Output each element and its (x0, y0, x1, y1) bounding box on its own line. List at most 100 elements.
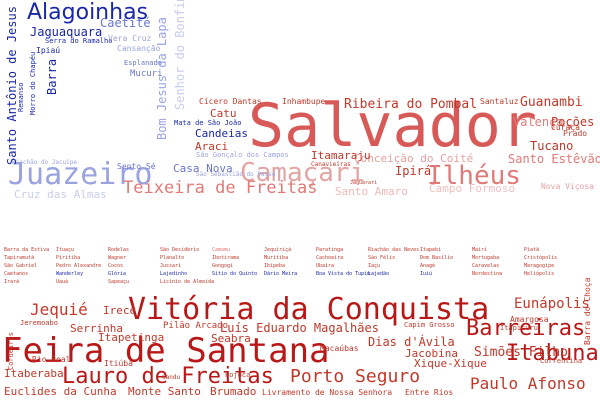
word-mucuri: Mucuri (130, 69, 163, 79)
word-ubaira: Ubaíra (316, 263, 335, 269)
word-nordestina: Nordestina (472, 271, 503, 277)
word-senhor-do-bonfim: Senhor do Bonfim (173, 0, 187, 110)
word-barreiras: Barreiras (466, 316, 586, 341)
word-guanambi: Guanambi (520, 95, 583, 110)
word-santo-amaro: Santo Amaro (335, 185, 408, 198)
word-feira-de-santana: Feira de Santana (2, 331, 330, 371)
word-barra: Barra (45, 58, 59, 95)
word-caetanos: Caetanos (4, 271, 29, 277)
word-xique-xique: Xique-Xique (414, 357, 487, 370)
word-livramento-de-nossa-senhora: Livramento de Nossa Senhora (262, 388, 393, 397)
word-rio-real: Rio Real (32, 355, 71, 364)
word-licinio-de-almeida: Licínio de Almeida (160, 279, 215, 285)
word-pilao-arcado: Pilão Arcado (163, 321, 229, 331)
word-pedro-alexandre: Pedro Alexandre (56, 263, 102, 269)
word-lajedao: Lajedão (368, 271, 390, 277)
word-dias-d-avila: Dias d'Ávila (368, 335, 455, 349)
word-catu: Catu (210, 107, 237, 120)
word-piritiba: Piritiba (56, 255, 81, 261)
word-macaubas: Macaúbas (320, 344, 359, 353)
word-gandu: Gandu (162, 374, 181, 381)
word-itapetinga: Itapetinga (98, 331, 165, 344)
word-sao-gabriel: São Gabriel (4, 263, 38, 269)
word-piata: Piatã (524, 247, 540, 253)
word-wanderley: Wanderley (56, 271, 84, 277)
word-prado: Prado (563, 129, 588, 138)
word-correntina: Correntina (540, 357, 583, 365)
word-boa-vista-do-tupim: Boa Vista do Tupim (316, 271, 371, 277)
word-planalto: Planalto (160, 255, 185, 261)
word-heliopolis: Heliópolis (524, 271, 555, 277)
word-euclides-da-cunha: Euclides da Cunha (4, 385, 117, 398)
word-jussari: Jussari (160, 263, 182, 269)
word-campo-formoso: Campo Formoso (429, 182, 516, 195)
word-rodelas: Rodelas (108, 247, 130, 253)
word-canavieiras: Canavieiras (311, 161, 351, 168)
word-dom-basilio: Dom Basílio (420, 255, 454, 261)
word-riachao-do-jacuipe: Riachão do Jacuípe (12, 159, 78, 166)
word-remanso: Remanso (17, 82, 25, 112)
word-mairi: Mairi (472, 247, 488, 253)
word-santaluz: Santaluz (480, 97, 519, 106)
word-eunapolis: Eunápolis (514, 296, 590, 312)
word-sento-se: Sento Sé (117, 162, 156, 171)
word-alagoinhas: Alagoinhas (27, 0, 149, 25)
word-teixeira-de-freitas: Teixeira de Freitas (123, 178, 318, 198)
word-jeremoabo: Jeremoabo (20, 319, 58, 327)
word-monte-santo: Monte Santo (128, 385, 201, 398)
word-gongogi: Gongogi (212, 263, 234, 269)
word-gloria: Glória (108, 271, 127, 277)
word-sitio-do-quinto: Sítio do Quinto (212, 271, 258, 277)
word-esplanada: Esplanada (124, 59, 162, 67)
word-pojuca: Pojuca (225, 371, 251, 379)
word-irece: Irecê (103, 304, 137, 317)
word-inhambupe: Inhambupe (282, 97, 326, 106)
word-tapiramuta: Tapiramutá (4, 255, 35, 261)
word-capim-grosso: Capim Grosso (404, 321, 455, 329)
word-brumado: Brumado (210, 385, 257, 398)
word-camamu: Camamu (212, 247, 231, 253)
word-irara: Irará (4, 279, 20, 285)
word-vitoria-da-conquista: Vitória da Conquista (128, 292, 490, 327)
word-sao-sebastiao-do-passe: São Sebastião do Passé (196, 171, 276, 178)
word-ribeira-do-pombal: Ribeira do Pombal (344, 97, 478, 112)
word-tucano: Tucano (530, 139, 574, 153)
word-juazeiro: Juazeiro (8, 157, 153, 192)
word-morro-do-chapeu: Morro do Chapéu (29, 51, 37, 115)
word-jaguaquara: Jaguaquara (30, 25, 103, 39)
word-cicero-dantas: Cícero Dantas (199, 97, 262, 106)
word-jequie: Jequié (30, 300, 88, 319)
word-serrinha: Serrinha (70, 322, 123, 335)
word-sapeacu: Sapeaçu (108, 279, 130, 285)
word-lauro-de-freitas: Lauro de Freitas (62, 364, 274, 389)
word-itiuba: Itiúba (104, 359, 133, 368)
word-paratinga: Paratinga (316, 247, 344, 253)
word-simoes-filho: Simões Filho (474, 345, 568, 360)
word-itamaraju: Itamaraju (311, 149, 371, 162)
word-bom-jesus-da-lapa: Bom Jesus da Lapa (155, 17, 169, 140)
word-amargosa: Amargosa (510, 315, 549, 324)
word-riachao-das-neves: Riachão das Neves (368, 247, 420, 253)
word-ituacu: Ituaçu (56, 247, 75, 253)
word-iacu: Iaçu (368, 263, 381, 269)
word-conceicao-do-coite: Conceição do Coité (354, 152, 474, 165)
word-jacobina: Jacobina (405, 347, 458, 360)
word-muritiba: Muritiba (264, 255, 289, 261)
word-barra-da-estiva: Barra da Estiva (4, 247, 50, 253)
word-itapebi: Itapebi (420, 247, 442, 253)
word-mortugaba: Mortugaba (472, 255, 500, 261)
word-porto-seguro: Porto Seguro (290, 366, 421, 387)
word-cachoeira: Cachoeira (316, 255, 344, 261)
word-cruz-das-almas: Cruz das Almas (14, 188, 107, 201)
word-ipira: Ipirá (395, 164, 432, 178)
word-paulo-afonso: Paulo Afonso (470, 374, 586, 393)
word-maragogipe: Maragogipe (524, 263, 555, 269)
word-sao-goncalo-dos-campos: São Gonçalo dos Campos (196, 151, 289, 159)
word-mata-de-sao-joao: Mata de São João (174, 119, 242, 127)
word-nova-vicosa: Nova Viçosa (541, 182, 594, 191)
word-maragogipe: Cordeiros (7, 332, 15, 370)
word-curaca: Curaçá (551, 123, 580, 132)
word-casa-nova: Casa Nova (173, 162, 233, 175)
word-araci: Araci (195, 140, 229, 153)
